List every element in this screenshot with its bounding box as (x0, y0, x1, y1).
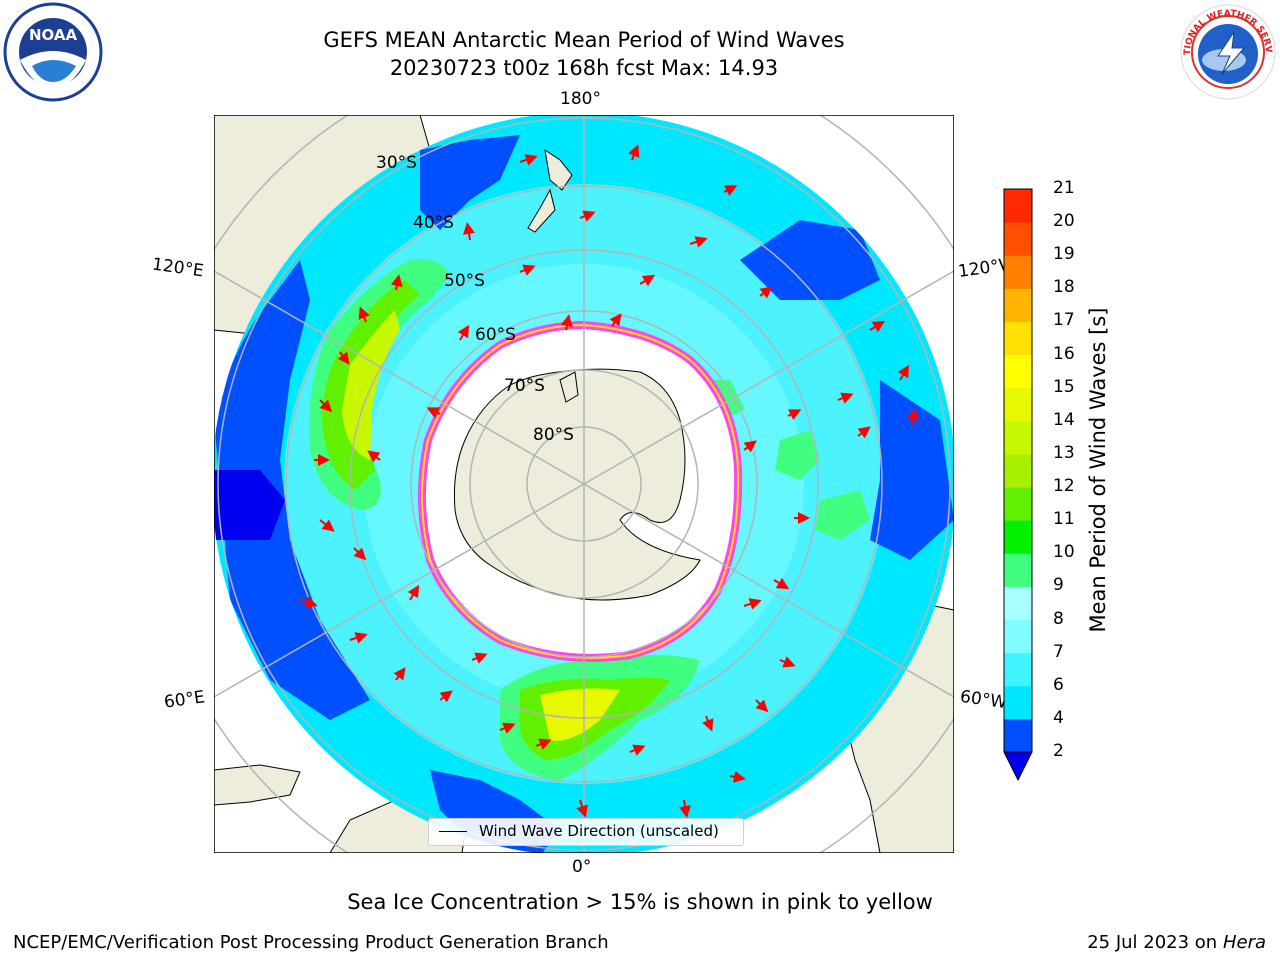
colorbar-tick-label: 19 (1053, 244, 1075, 265)
colorbar-tick-label: 8 (1053, 608, 1064, 629)
colorbar-tick-label: 7 (1053, 641, 1064, 662)
colorbar-segment (1004, 255, 1032, 289)
lat-label-70s: 70°S (504, 376, 545, 396)
colorbar-segment (1004, 321, 1032, 356)
colorbar-tick-label: 15 (1053, 376, 1075, 397)
lon-label-0: 0° (572, 857, 592, 877)
sea-ice-note: Sea Ice Concentration > 15% is shown in … (347, 890, 933, 914)
colorbar-tick-label: 20 (1053, 211, 1075, 232)
org-credit: NCEP/EMC/Verification Post Processing Pr… (13, 932, 609, 953)
lat-label-40s: 40°S (413, 213, 454, 233)
colorbar-segment (1004, 453, 1032, 488)
colorbar-tick-label: 6 (1053, 674, 1064, 695)
lat-label-50s: 50°S (444, 271, 485, 291)
lon-label-180: 180° (560, 89, 601, 109)
colorbar-tick-label: 14 (1053, 409, 1075, 430)
legend-label: Wind Wave Direction (unscaled) (479, 822, 719, 840)
colorbar-segment (1004, 354, 1032, 389)
colorbar-segment (1004, 652, 1032, 687)
colorbar-segment (1004, 685, 1032, 720)
colorbar-segment (1004, 189, 1032, 223)
colorbar-tick-label: 21 (1053, 178, 1075, 198)
colorbar-segment (1004, 553, 1032, 587)
run-date: 25 Jul 2023 on Hera (1087, 932, 1266, 953)
colorbar-segment (1004, 288, 1032, 322)
colorbar-tick-label: 10 (1053, 542, 1075, 563)
colorbar (1003, 188, 1033, 782)
colorbar-segment (1004, 520, 1032, 554)
run-machine: Hera (1222, 932, 1266, 953)
graticule (214, 115, 954, 853)
colorbar-tick-label: 4 (1053, 707, 1064, 728)
run-date-text: 25 Jul 2023 on (1087, 932, 1223, 953)
colorbar-segment (1004, 420, 1032, 455)
lat-label-60s: 60°S (475, 325, 516, 345)
nws-logo: NATIONAL WEATHER SERVICE (1174, 0, 1278, 106)
colorbar-frame (1003, 188, 1033, 753)
colorbar-tick-label: 17 (1053, 310, 1075, 331)
colorbar-extend-arrow (1003, 751, 1033, 782)
colorbar-tick-label: 2 (1053, 741, 1064, 761)
colorbar-segment (1004, 619, 1032, 654)
noaa-logo: NOAA (2, 2, 104, 106)
map-legend: Wind Wave Direction (unscaled) (428, 818, 744, 846)
colorbar-tick-label: 12 (1053, 476, 1075, 497)
colorbar-tick-label: 18 (1053, 277, 1075, 298)
colorbar-segment (1004, 222, 1032, 256)
wind-wave-arrows (299, 144, 919, 818)
lat-label-80s: 80°S (533, 425, 574, 445)
colorbar-segment (1004, 718, 1032, 753)
lat-label-30s: 30°S (376, 153, 417, 173)
colorbar-segment (1004, 487, 1032, 521)
colorbar-tick-label: 9 (1053, 575, 1064, 596)
legend-line-sample (439, 831, 467, 832)
colorbar-tick-label: 13 (1053, 442, 1075, 463)
colorbar-tick-label: 11 (1053, 509, 1075, 530)
noaa-logo-text: NOAA (29, 26, 78, 44)
colorbar-tick-label: 16 (1053, 343, 1075, 364)
colorbar-label: Mean Period of Wind Waves [s] (1086, 307, 1110, 633)
colorbar-segment (1004, 586, 1032, 621)
chart-subtitle: 20230723 t00z 168h fcst Max: 14.93 (389, 56, 779, 80)
chart-title: GEFS MEAN Antarctic Mean Period of Wind … (323, 28, 845, 52)
colorbar-segment (1004, 387, 1032, 422)
